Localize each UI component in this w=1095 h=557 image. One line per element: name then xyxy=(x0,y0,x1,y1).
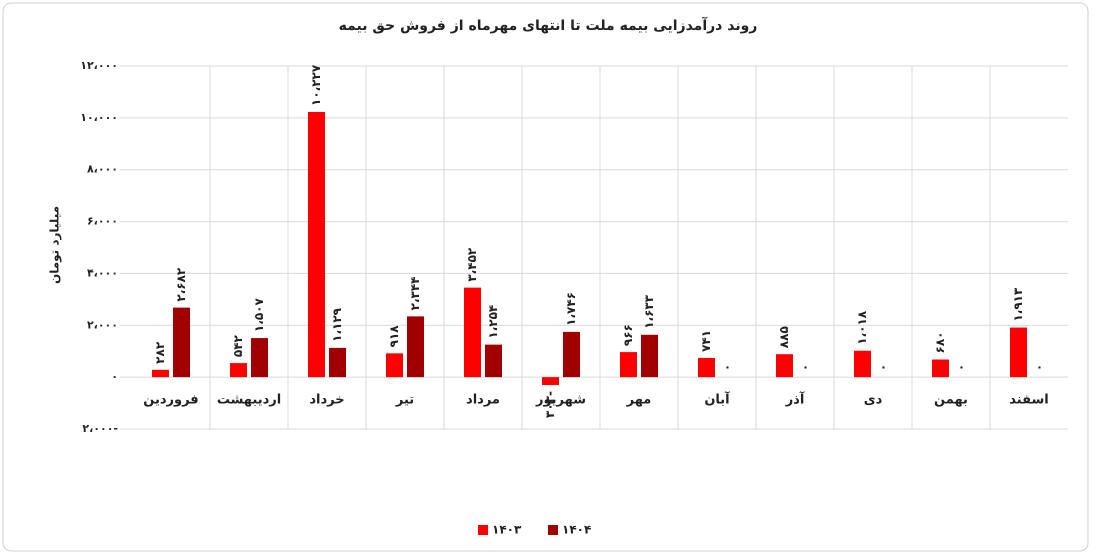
data-label: ۱۰،۲۲۷ xyxy=(309,64,323,106)
legend-swatch xyxy=(478,525,488,535)
data-label: ۱،۵۰۷ xyxy=(252,298,266,333)
legend-label: ۱۴۰۴ xyxy=(562,523,591,537)
data-label: ۸۸۵ xyxy=(777,326,791,348)
x-tick-label: آبان xyxy=(704,391,730,408)
bar xyxy=(932,359,949,378)
bar xyxy=(152,369,169,378)
x-tick-label: اسفند xyxy=(1009,393,1048,408)
data-label: ۳،۴۵۲ xyxy=(465,247,479,282)
data-label: ۲،۳۴۴ xyxy=(408,277,422,311)
bar xyxy=(407,316,424,378)
y-tick-label: ۴،۰۰۰ xyxy=(87,266,118,279)
x-tick-label: آذر xyxy=(785,391,805,408)
data-label: ۶۸۰ xyxy=(933,332,947,354)
x-tick-label: مرداد xyxy=(466,393,500,408)
data-label: ۰ xyxy=(720,364,734,371)
data-label: ۱،۰۱۸ xyxy=(855,310,869,345)
x-tick-label: دی xyxy=(864,393,883,408)
bar xyxy=(329,347,346,378)
x-tick-label: تیر xyxy=(395,393,414,408)
data-label: ۲،۶۸۲ xyxy=(174,267,188,302)
data-label: ۲۸۲ xyxy=(153,341,167,364)
data-label: ۱،۹۱۳ xyxy=(1011,287,1025,322)
data-label: ۰ xyxy=(954,364,968,371)
data-label: ۱،۶۳۳ xyxy=(642,294,656,329)
y-tick-label: ۱۰،۰۰۰ xyxy=(80,111,118,124)
data-label: ۳۰۳- xyxy=(543,391,557,418)
data-label: ۵۴۲ xyxy=(231,334,245,357)
bar xyxy=(563,331,580,378)
data-label: ۹۱۸ xyxy=(387,325,401,348)
y-tick-label: ۶،۰۰۰ xyxy=(87,215,118,228)
data-label: ۰ xyxy=(1032,364,1046,371)
y-tick-label: ۲،۰۰۰ xyxy=(87,318,118,331)
y-axis-title: میلیارد تومان xyxy=(48,206,63,284)
x-tick-label: فروردین xyxy=(143,393,198,408)
data-label: ۷۴۱ xyxy=(699,330,713,352)
data-label: ۰ xyxy=(798,364,812,371)
y-tick-label: ۲،۰۰۰- xyxy=(82,422,118,435)
bar xyxy=(620,352,637,378)
bar xyxy=(464,287,481,378)
x-tick-label: شهریور xyxy=(535,393,586,408)
legend-swatch xyxy=(548,525,558,535)
bar xyxy=(173,307,190,378)
bar xyxy=(251,338,268,378)
x-tick-label: اردیبهشت xyxy=(217,393,281,408)
data-label: ۹۶۶ xyxy=(621,324,635,346)
legend-label: ۱۴۰۳ xyxy=(492,523,522,537)
y-tick-label: ۸،۰۰۰ xyxy=(87,163,118,176)
bar xyxy=(1010,327,1027,378)
bar xyxy=(308,111,325,378)
bar xyxy=(641,334,658,378)
chart-title: روند درآمدزایی بیمه ملت تا انتهای مهرماه… xyxy=(339,16,758,34)
bar xyxy=(854,350,871,378)
data-label: ۱،۲۵۴ xyxy=(486,305,500,339)
bar xyxy=(386,353,403,378)
data-label: ۰ xyxy=(876,364,890,371)
bar xyxy=(542,377,559,385)
y-tick-label: ۱۲،۰۰۰ xyxy=(80,59,118,72)
x-tick-label: بهمن xyxy=(934,393,968,408)
bar xyxy=(485,344,502,378)
data-label: ۱،۷۴۶ xyxy=(564,292,578,326)
bar xyxy=(230,363,247,378)
data-label: ۱،۱۲۹ xyxy=(330,307,344,342)
x-tick-label: خرداد xyxy=(309,393,344,408)
y-tick-label: ۰ xyxy=(111,370,118,383)
bar xyxy=(776,354,793,378)
x-tick-label: مهر xyxy=(626,393,652,408)
bar xyxy=(698,357,715,378)
